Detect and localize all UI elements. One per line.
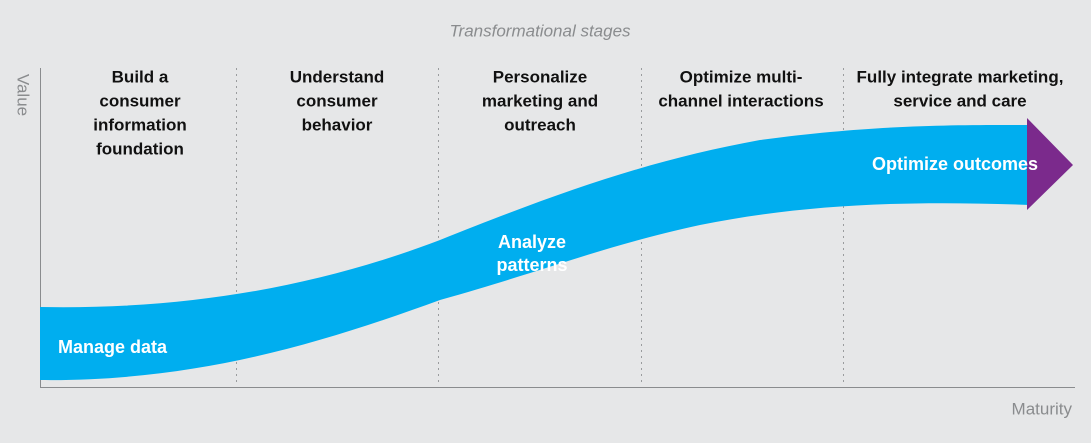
labels: Build a consumer information foundation Unde… [58, 67, 1063, 356]
stage-heading: consumer [99, 91, 181, 110]
stage-heading: service and care [893, 91, 1026, 110]
stage-heading: marketing and [482, 91, 598, 110]
stage-heading: channel interactions [658, 91, 823, 110]
stage-heading: Fully integrate marketing, [857, 67, 1064, 86]
stage-heading: outreach [504, 115, 576, 134]
stage-heading: behavior [302, 115, 373, 134]
band-label: Manage data [58, 337, 168, 357]
stage-heading: Understand [290, 67, 384, 86]
arrow-head [1027, 118, 1073, 210]
stage-heading: Build a [112, 67, 169, 86]
maturity-band [40, 124, 1030, 381]
y-axis-label: Value [14, 74, 33, 116]
stage-heading: foundation [96, 139, 184, 158]
title: Transformational stages [449, 21, 631, 40]
stage-heading: consumer [296, 91, 378, 110]
stage-heading: Personalize [493, 67, 588, 86]
band-label: patterns [496, 255, 567, 275]
band-label: Optimize outcomes [872, 154, 1038, 174]
stage-heading: information [93, 115, 187, 134]
x-axis-label: Maturity [1012, 399, 1073, 418]
stage-heading: Optimize multi- [680, 67, 803, 86]
band-label: Analyze [498, 232, 566, 252]
